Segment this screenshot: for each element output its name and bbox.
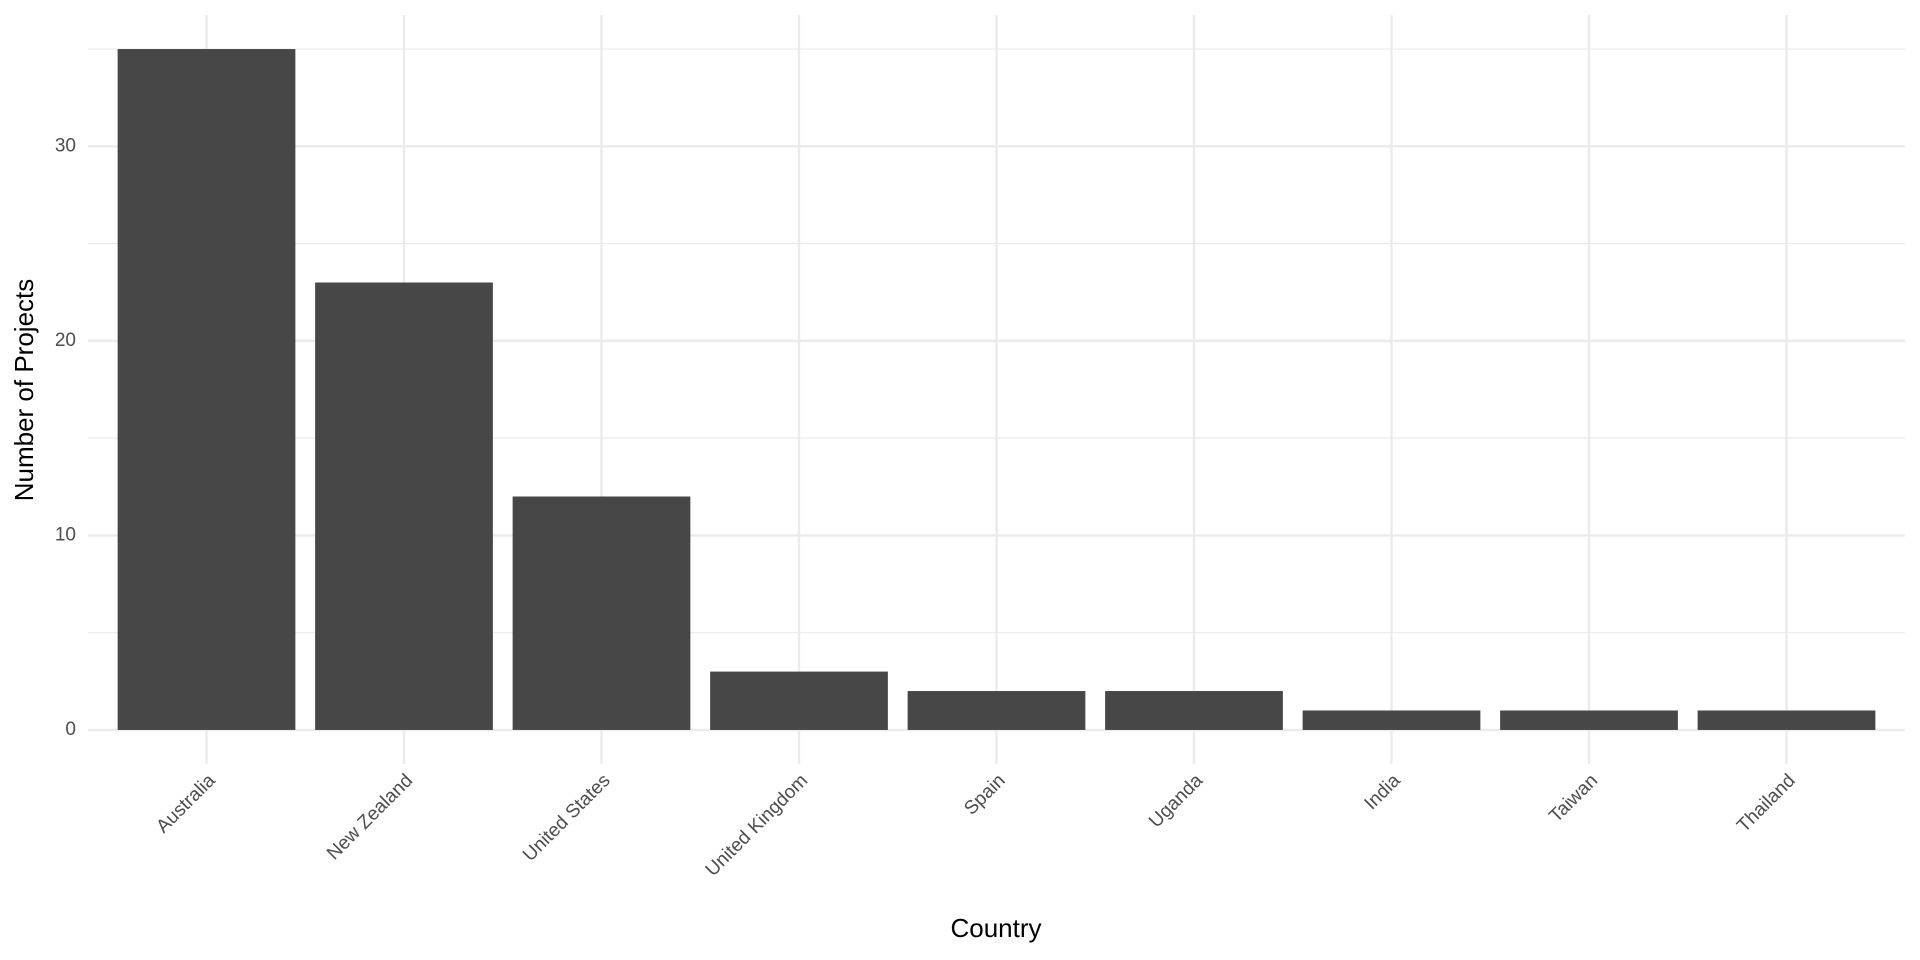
bar <box>1302 710 1481 730</box>
bar <box>512 496 691 730</box>
x-axis-title: Country <box>950 913 1041 943</box>
bar <box>907 691 1086 730</box>
x-tick-label: New Zealand <box>323 770 417 864</box>
x-tick-label: Taiwan <box>1545 770 1602 827</box>
x-tick-label: Spain <box>960 770 1009 819</box>
bar <box>315 282 493 730</box>
bar <box>117 49 296 730</box>
bar <box>710 671 888 730</box>
bar <box>1500 710 1678 730</box>
x-tick-label: United States <box>519 770 615 866</box>
y-tick-label: 0 <box>65 719 76 740</box>
x-tick-label: India <box>1361 770 1405 814</box>
x-tick-label: United Kingdom <box>702 770 812 880</box>
x-tick-label: Uganda <box>1145 770 1207 832</box>
y-axis-title: Number of Projects <box>9 279 39 502</box>
y-tick-label: 20 <box>55 330 76 351</box>
y-tick-label: 30 <box>55 135 76 156</box>
x-tick-label: Australia <box>152 770 219 837</box>
bar <box>1697 710 1876 730</box>
x-tick-label: Thailand <box>1733 770 1799 836</box>
bar <box>1105 691 1283 730</box>
y-tick-label: 10 <box>55 524 76 545</box>
